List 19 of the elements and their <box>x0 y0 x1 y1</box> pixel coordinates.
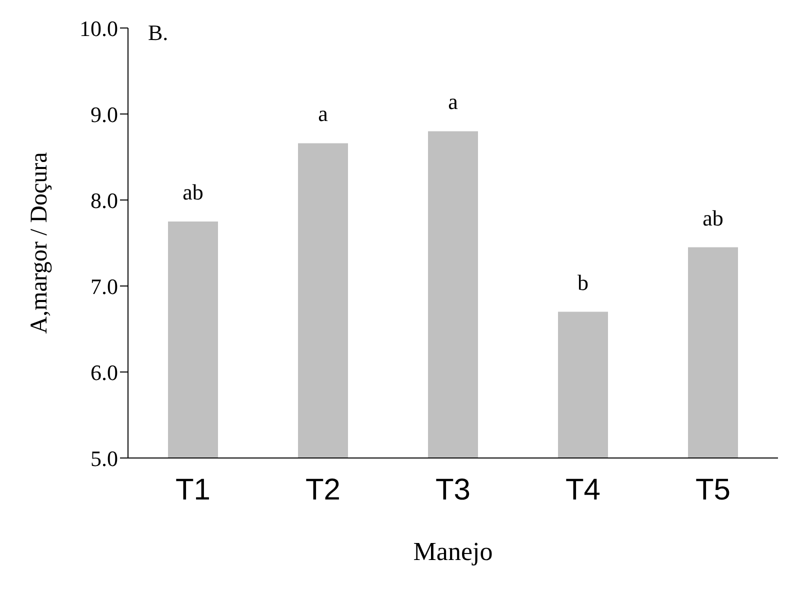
x-axis-title: Manejo <box>413 537 493 566</box>
annotation: ab <box>702 205 724 230</box>
x-tick-label: T1 <box>175 473 211 506</box>
y-tick-label: 7.0 <box>90 274 118 299</box>
annotation: B. <box>148 20 168 46</box>
annotation: a <box>448 89 458 114</box>
annotation: a <box>318 101 328 126</box>
x-tick-label: T5 <box>695 473 731 506</box>
x-tick-label: T2 <box>305 473 341 506</box>
y-tick-label: 8.0 <box>90 188 118 213</box>
x-tick-label: T4 <box>565 473 601 506</box>
y-tick-label: 5.0 <box>90 446 118 471</box>
y-axis-title: A,margor / Doçura <box>26 152 53 334</box>
annotation: b <box>578 270 588 295</box>
x-tick-label: T3 <box>435 473 471 506</box>
y-tick-label: 6.0 <box>90 360 118 385</box>
annotation: ab <box>182 180 204 204</box>
y-tick-label: 10.0 <box>80 16 118 41</box>
y-tick-label: 9.0 <box>90 102 118 127</box>
